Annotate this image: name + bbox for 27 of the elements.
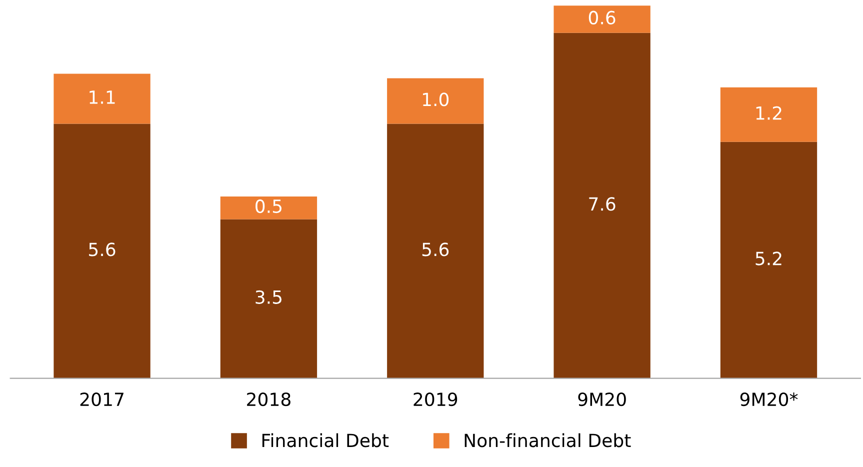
x-tick-label: 9M20 xyxy=(578,392,626,406)
bar xyxy=(220,219,318,378)
bar xyxy=(220,196,318,220)
bar xyxy=(387,124,484,378)
x-tick-label: 2018 xyxy=(247,392,290,406)
bar xyxy=(554,6,650,33)
data-label: 5.6 xyxy=(422,242,449,256)
data-label: 0.5 xyxy=(256,199,282,214)
bar xyxy=(554,32,650,378)
legend-label: Financial Debt xyxy=(262,433,389,448)
data-label: 3.5 xyxy=(256,290,282,304)
bar xyxy=(720,87,818,142)
x-tick-label: 2019 xyxy=(414,392,458,406)
x-tick-label: 2017 xyxy=(80,392,124,406)
bar xyxy=(387,78,484,124)
data-label: 1.0 xyxy=(423,92,449,106)
data-label: 0.6 xyxy=(588,10,616,24)
data-label: 5.6 xyxy=(89,242,116,256)
data-label: 7.6 xyxy=(589,197,616,211)
legend-label: Non-financial Debt xyxy=(464,433,631,448)
data-label: 1.2 xyxy=(756,106,782,120)
bar xyxy=(720,142,818,378)
data-label: 5.2 xyxy=(756,252,782,266)
bar xyxy=(54,74,150,124)
data-label: 1.1 xyxy=(90,90,115,104)
bar xyxy=(54,124,150,378)
x-tick-label: 9M20* xyxy=(740,392,798,406)
